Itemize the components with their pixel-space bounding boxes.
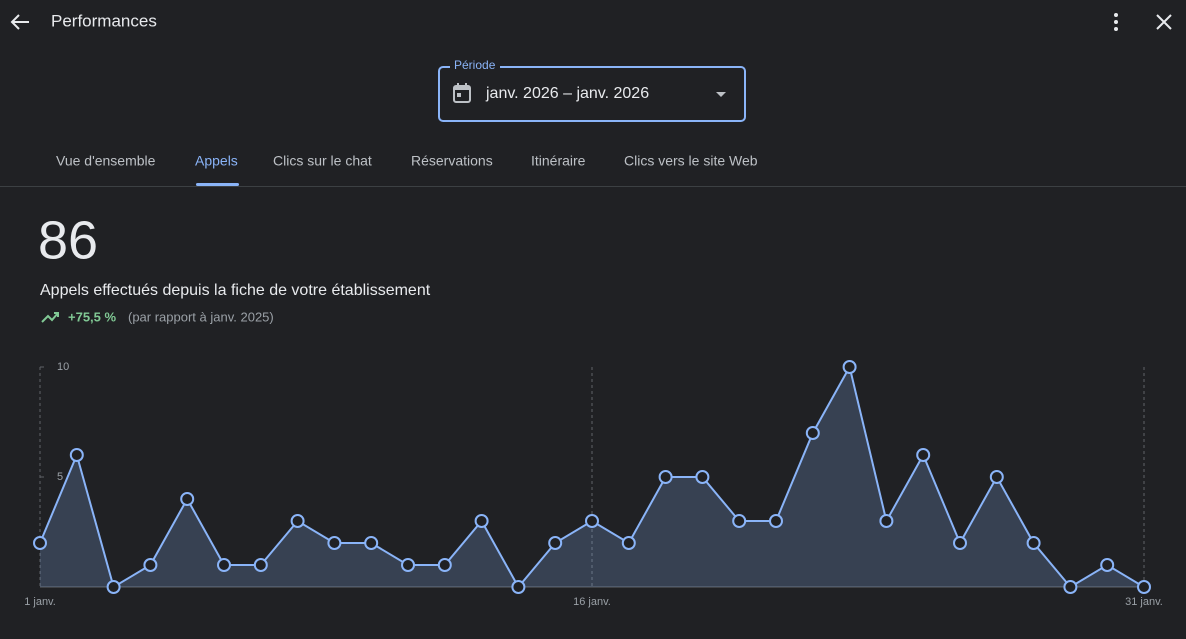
- point: [621, 536, 636, 550]
- point: [732, 514, 747, 528]
- more-button[interactable]: [1114, 13, 1118, 31]
- point: [253, 558, 268, 572]
- dropdown-arrow: [716, 92, 726, 97]
- page-title: Performances: [51, 11, 157, 30]
- point: [805, 426, 820, 440]
- tab[interactable]: Vue d'ensemble: [56, 153, 156, 169]
- point: [511, 580, 526, 594]
- point: [327, 536, 342, 550]
- point: [879, 514, 894, 528]
- period-label: Période: [454, 58, 496, 72]
- x-tick-label: 31 janv.: [1125, 596, 1163, 608]
- tab[interactable]: Clics sur le chat: [273, 153, 372, 169]
- x-tick-label: 1 janv.: [24, 596, 56, 608]
- chart: 1 janv. 16 janv. 31 janv. 5 10: [24, 360, 1163, 608]
- point: [585, 514, 599, 528]
- comparison: (par rapport à janv. 2025): [128, 309, 274, 324]
- point: [1100, 558, 1115, 572]
- point: [548, 536, 563, 550]
- point: [364, 536, 379, 550]
- total-value: 86: [38, 210, 98, 270]
- point: [33, 536, 47, 550]
- point: [1063, 580, 1078, 594]
- tabs: Vue d'ensemble Appels Clics sur le chat Rés…: [56, 153, 758, 169]
- period-box: [438, 66, 746, 122]
- tab[interactable]: Appels: [195, 153, 238, 169]
- point: [217, 558, 231, 572]
- point: [989, 470, 1004, 484]
- close-button[interactable]: [1156, 14, 1172, 30]
- description: Appels effectués depuis la fiche de votr…: [40, 282, 431, 299]
- point: [290, 514, 305, 528]
- period-selector[interactable]: Période janv. 2026 – janv. 2026: [438, 58, 746, 122]
- point: [658, 470, 673, 484]
- point: [474, 514, 489, 528]
- point: [401, 558, 415, 572]
- point: [695, 470, 710, 484]
- tab[interactable]: Itinéraire: [531, 153, 586, 169]
- point: [1026, 536, 1041, 550]
- change: +75,5 %: [68, 309, 117, 324]
- y-tick-label: 10: [57, 361, 69, 373]
- period-value: janv. 2026 – janv. 2026: [485, 85, 649, 102]
- trend-icon: [41, 312, 59, 323]
- tab[interactable]: Clics vers le site Web: [624, 153, 758, 169]
- point: [437, 558, 452, 572]
- calendar-icon: [453, 83, 471, 103]
- label-mask: [450, 60, 500, 72]
- x-tick-label: 16 janv.: [573, 596, 611, 608]
- point: [1137, 580, 1151, 594]
- point: [180, 492, 195, 506]
- tab[interactable]: Réservations: [411, 153, 493, 169]
- point: [769, 514, 783, 528]
- point: [69, 448, 84, 462]
- y-tick-label: 5: [57, 471, 63, 483]
- point: [953, 536, 967, 550]
- point: [842, 360, 857, 374]
- point: [916, 448, 931, 462]
- back-button[interactable]: [10, 14, 29, 30]
- point: [143, 558, 158, 572]
- active-tab-indicator: [196, 183, 239, 186]
- point: [106, 580, 121, 594]
